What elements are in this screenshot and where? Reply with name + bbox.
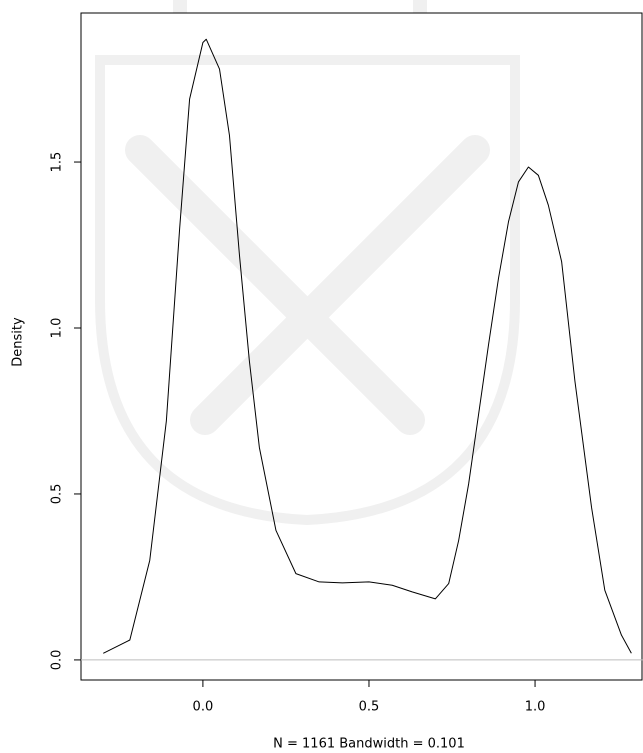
density-line (103, 38, 632, 654)
x-tick-label: 0.5 (359, 700, 380, 715)
x-tick-label: 1.0 (525, 700, 546, 715)
y-tick-label: 1.0 (50, 318, 65, 339)
y-tick-label: 1.5 (50, 152, 65, 173)
x-tick-label: 0.0 (193, 700, 214, 715)
y-axis-title: Density (11, 317, 26, 367)
x-axis-title: N = 1161 Bandwidth = 0.101 (273, 737, 465, 752)
y-tick-label: 0.5 (50, 484, 65, 505)
watermark (95, 0, 520, 526)
y-tick-label: 0.0 (50, 650, 65, 671)
plot-box (80, 12, 643, 681)
